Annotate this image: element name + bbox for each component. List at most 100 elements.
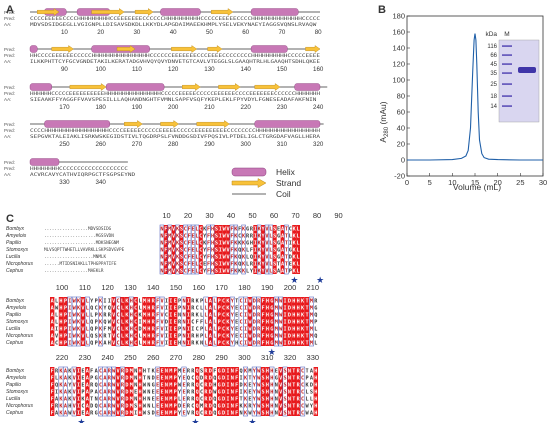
alignment-position: 10: [162, 211, 170, 220]
pred-label: Pred:: [4, 166, 15, 171]
residue: T: [285, 233, 288, 239]
residue: Y: [253, 375, 257, 381]
residue: Y: [310, 403, 314, 409]
residue: T: [90, 396, 93, 402]
residue: F: [51, 389, 54, 395]
conserved-column: [296, 367, 301, 416]
residue: K: [293, 268, 297, 274]
conserved-column: [218, 225, 223, 274]
residue: P: [90, 389, 93, 395]
y-tick-label: 160: [392, 28, 405, 37]
marker-size-label: 18: [490, 94, 497, 100]
species-label: Lucilia: [6, 326, 20, 332]
residue: Y: [231, 298, 235, 304]
residue: Q: [90, 340, 93, 346]
residue: W: [112, 410, 116, 416]
residue: F: [51, 375, 54, 381]
residue-number: 40: [170, 29, 177, 36]
residue: N: [231, 375, 234, 381]
residue: W: [73, 340, 77, 346]
residue: M: [168, 233, 171, 239]
residue: A: [310, 410, 314, 416]
residue: V: [226, 233, 229, 239]
residue-number: 200: [168, 104, 179, 111]
pred-label: Pred:: [4, 160, 15, 165]
residue: D: [253, 340, 256, 346]
conserved-column: [280, 225, 285, 274]
residue: F: [156, 319, 159, 325]
residue: D: [240, 382, 243, 388]
conserved-column: [159, 367, 165, 416]
residue: R: [297, 382, 301, 388]
alignment-position: 330: [307, 353, 320, 362]
residue: V: [160, 333, 163, 339]
residue: S: [283, 403, 286, 409]
alignment-position: 110: [79, 283, 91, 292]
residue: W: [248, 340, 252, 346]
residue: N: [165, 396, 168, 402]
residue: R: [187, 368, 191, 374]
alignment-position: 310: [261, 353, 274, 362]
pred-label: Pred:: [4, 16, 15, 21]
residue: V: [279, 382, 282, 388]
residue: V: [279, 389, 282, 395]
residue: C: [134, 340, 137, 346]
residue: K: [301, 333, 305, 339]
residue: G: [277, 254, 280, 260]
residue-number: 240: [313, 104, 324, 111]
residue: Y: [178, 375, 182, 381]
species-label: Bombyx: [6, 368, 25, 374]
residue: Q: [314, 333, 317, 339]
residue: W: [257, 410, 261, 416]
residue: R: [152, 298, 156, 304]
residue: V: [265, 247, 268, 253]
residue: V: [112, 333, 115, 339]
marker-size-label: 66: [490, 53, 497, 59]
residue: I: [68, 319, 71, 325]
residue: C: [301, 410, 304, 416]
residue: L: [269, 268, 272, 274]
residue: L: [195, 247, 198, 253]
residue: Y: [261, 268, 265, 274]
residue: S: [262, 382, 265, 388]
star-marker: ★: [248, 417, 256, 423]
residue: V: [73, 382, 76, 388]
legend-helix-swatch: [231, 167, 267, 177]
residue: Q: [213, 403, 216, 409]
pred-label: Pred:: [4, 85, 15, 90]
residue: H: [314, 382, 317, 388]
residue: L: [178, 396, 181, 402]
residue: C: [222, 305, 225, 311]
residue: V: [117, 410, 120, 416]
residue-number: 270: [132, 141, 143, 148]
residue: I: [77, 403, 80, 409]
residue: I: [244, 333, 247, 339]
residue: A: [209, 326, 213, 332]
residue: S: [180, 240, 183, 246]
residue: S: [262, 410, 265, 416]
residue: K: [238, 240, 242, 246]
residue: R: [191, 298, 195, 304]
residue: I: [219, 247, 222, 253]
residue: H: [147, 326, 150, 332]
residue: Y: [203, 254, 207, 260]
residue: C: [199, 233, 202, 239]
residue: H: [130, 333, 133, 339]
similar-column: [181, 366, 187, 417]
residue: L: [269, 240, 272, 246]
residue: N: [275, 410, 278, 416]
residue: F: [51, 368, 54, 374]
residue: R: [297, 389, 301, 395]
alignment-position: 190: [261, 283, 274, 292]
conserved-column: [80, 297, 86, 346]
residue: K: [59, 403, 63, 409]
conserved-column: [296, 297, 301, 346]
residue: V: [81, 340, 84, 346]
residue: T: [292, 375, 295, 381]
residue: F: [156, 298, 159, 304]
residue-number: 180: [96, 104, 107, 111]
residue: T: [108, 333, 111, 339]
residue: D: [222, 382, 225, 388]
residue: L: [269, 247, 272, 253]
residue: V: [117, 375, 120, 381]
